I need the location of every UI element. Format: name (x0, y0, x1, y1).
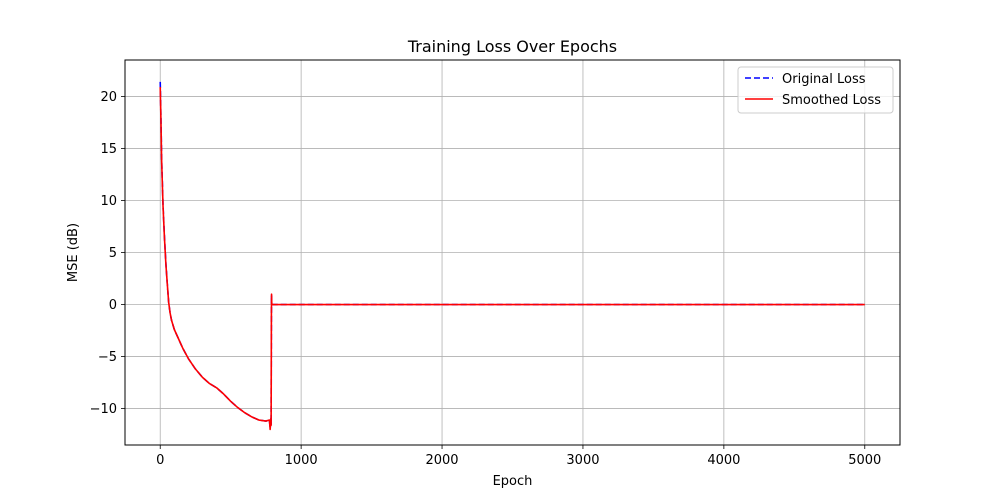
series-lines (159, 81, 865, 431)
legend: Original Loss Smoothed Loss (737, 66, 894, 114)
y-tick-label: 10 (100, 194, 117, 209)
chart-title: Training Loss Over Epochs (407, 37, 617, 56)
y-axis-label: MSE (dB) (66, 223, 81, 282)
smoothed-loss-line (159, 87, 865, 431)
x-tick-label: 0 (156, 453, 164, 468)
x-axis-ticks: 0 1000 2000 3000 4000 5000 (156, 445, 881, 468)
y-tick-label: 15 (100, 142, 117, 157)
legend-box (737, 66, 894, 114)
x-axis-label: Epoch (493, 474, 533, 489)
legend-original-loss-label: Original Loss (782, 72, 866, 87)
x-tick-label: 4000 (707, 453, 740, 468)
y-tick-label: −10 (90, 402, 117, 417)
x-tick-label: 3000 (566, 453, 599, 468)
x-tick-label: 5000 (848, 453, 881, 468)
legend-smoothed-loss-label: Smoothed Loss (782, 93, 881, 108)
y-axis-ticks: −10 −5 0 5 10 15 20 (90, 90, 125, 417)
x-tick-label: 1000 (285, 453, 318, 468)
y-tick-label: −5 (98, 350, 117, 365)
x-tick-label: 2000 (425, 453, 458, 468)
grid-lines (125, 60, 900, 445)
y-tick-label: 0 (109, 298, 117, 313)
y-tick-label: 20 (100, 90, 117, 105)
y-tick-label: 5 (109, 246, 117, 261)
